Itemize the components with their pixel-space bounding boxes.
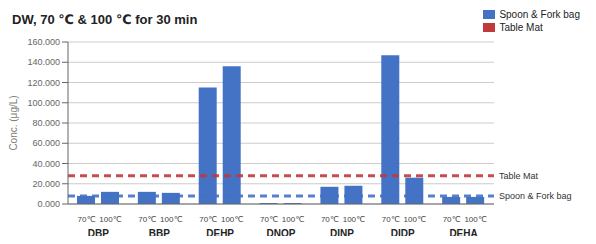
svg-text:70℃: 70℃	[199, 215, 217, 224]
svg-text:100℃: 100℃	[343, 215, 365, 224]
html-text:Spoon & Fork bag: Spoon & Fork bag	[499, 9, 580, 20]
svg-text:70℃: 70℃	[321, 215, 339, 224]
svg-text:120.000: 120.000	[27, 78, 60, 88]
html-text:DW, 70 ℃ & 100 ℃ for 30 min: DW, 70 ℃ & 100 ℃ for 30 min	[12, 12, 198, 27]
svg-text:Table Mat: Table Mat	[499, 171, 539, 181]
svg-text:100.000: 100.000	[27, 98, 60, 108]
svg-text:Spoon & Fork bag: Spoon & Fork bag	[499, 191, 572, 201]
svg-text:DIDP: DIDP	[391, 228, 415, 236]
svg-text:160.000: 160.000	[27, 37, 60, 47]
html-text:Table Mat: Table Mat	[499, 22, 543, 33]
svg-text:100℃: 100℃	[99, 215, 121, 224]
svg-text:DINP: DINP	[330, 228, 354, 236]
svg-text:0.000: 0.000	[37, 199, 60, 209]
svg-text:60.000: 60.000	[32, 138, 60, 148]
svg-text:100℃: 100℃	[160, 215, 182, 224]
svg-text:20.000: 20.000	[32, 179, 60, 189]
svg-text:40.000: 40.000	[32, 159, 60, 169]
svg-text:70℃: 70℃	[443, 215, 461, 224]
svg-text:DEHP: DEHP	[206, 228, 234, 236]
svg-text:140.000: 140.000	[27, 57, 60, 67]
svg-text:DNOP: DNOP	[267, 228, 296, 236]
svg-text:DEHA: DEHA	[449, 228, 477, 236]
svg-text:100℃: 100℃	[404, 215, 426, 224]
svg-text:100℃: 100℃	[464, 215, 486, 224]
svg-text:70℃: 70℃	[382, 215, 400, 224]
svg-text:80.000: 80.000	[32, 118, 60, 128]
svg-text:100℃: 100℃	[282, 215, 304, 224]
svg-text:70℃: 70℃	[260, 215, 278, 224]
svg-text:100℃: 100℃	[221, 215, 243, 224]
svg-text:70℃: 70℃	[138, 215, 156, 224]
svg-text:BBP: BBP	[149, 228, 170, 236]
svg-text:70℃: 70℃	[77, 215, 95, 224]
svg-text:Conc. (μg/L): Conc. (μg/L)	[8, 95, 19, 150]
svg-text:DBP: DBP	[88, 228, 109, 236]
